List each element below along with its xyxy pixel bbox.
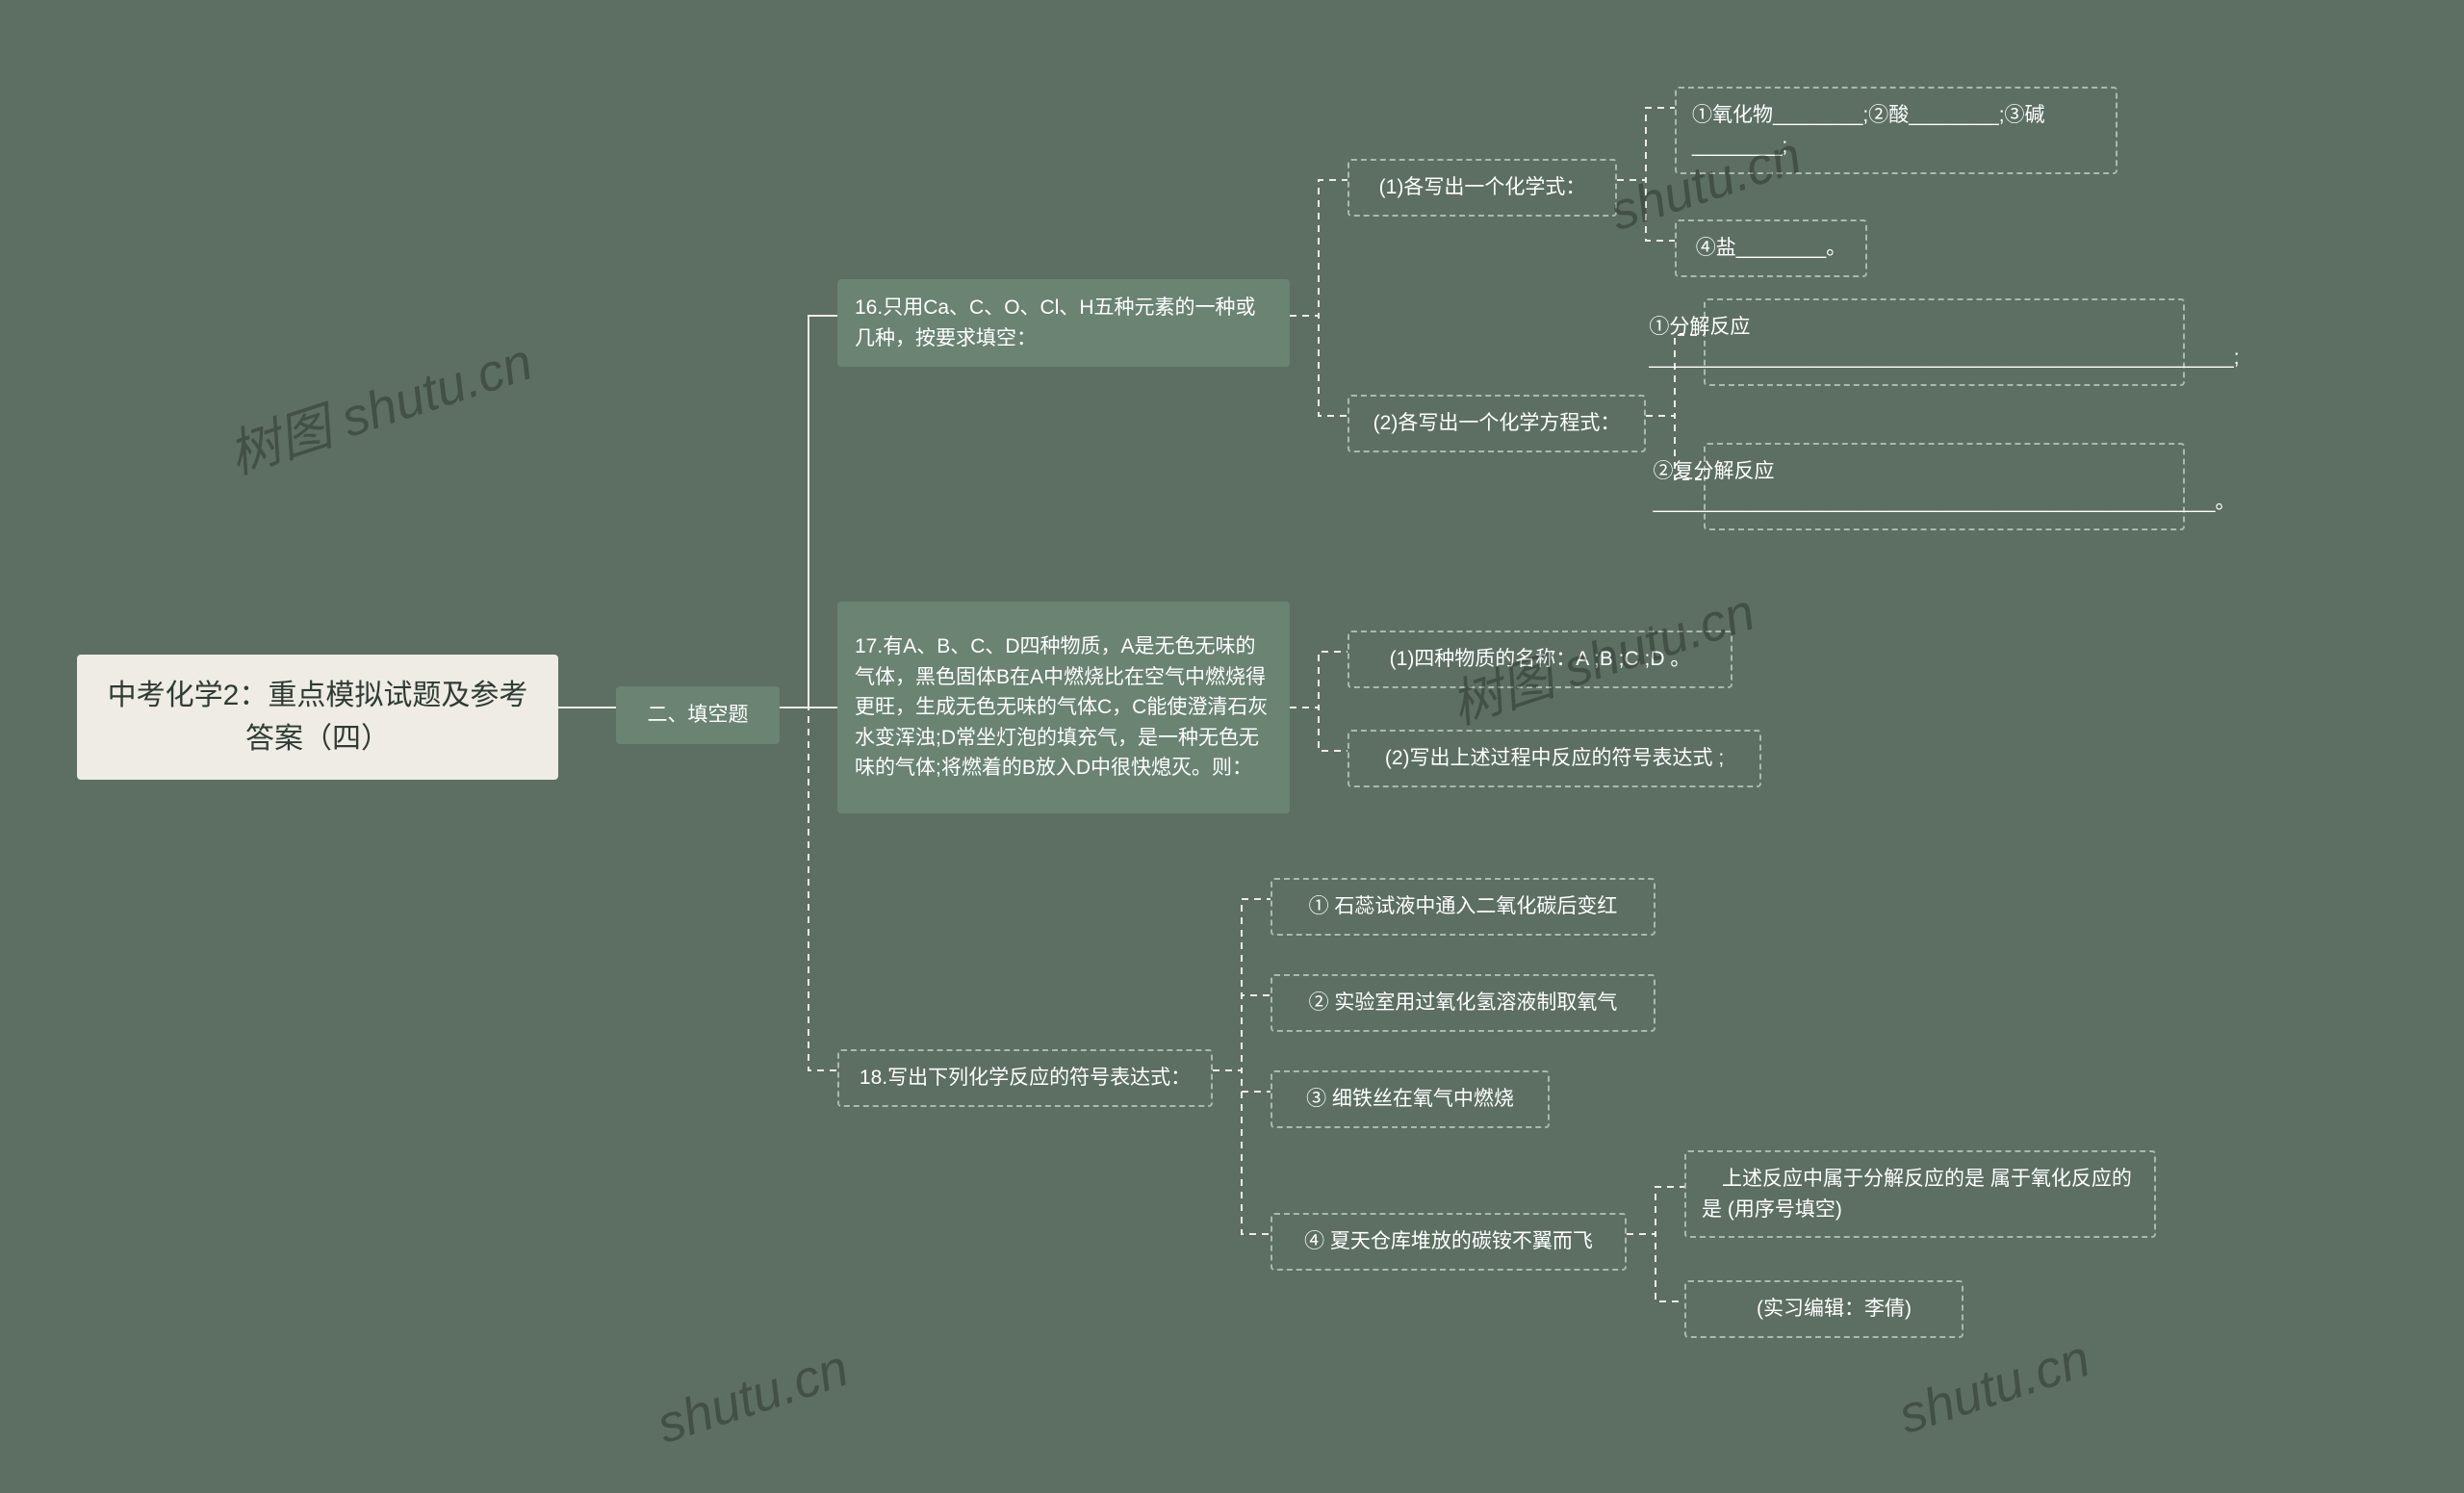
node-label: (1)四种物质的名称：A ;B ;C ;D 。 [1390, 644, 1691, 675]
mindmap-node-sec[interactable]: 二、填空题 [616, 686, 780, 744]
mindmap-node-q18_4a[interactable]: 上述反应中属于分解反应的是 属于氧化反应的是 (用序号填空) [1684, 1150, 2156, 1238]
mindmap-node-q16_1[interactable]: (1)各写出一个化学式： [1348, 159, 1617, 217]
mindmap-node-q18_1[interactable]: ① 石蕊试液中通入二氧化碳后变红 [1270, 878, 1656, 936]
connector [1213, 1070, 1270, 1234]
mindmap-node-q18_4[interactable]: ④ 夏天仓库堆放的碳铵不翼而飞 [1270, 1213, 1627, 1271]
mindmap-node-q16_1a[interactable]: ①氧化物________;②酸________;③碱________; [1675, 87, 2118, 174]
node-label: 上述反应中属于分解反应的是 属于氧化反应的是 (用序号填空) [1702, 1164, 2139, 1224]
connector [1617, 180, 1675, 241]
watermark: shutu.cn [1891, 1328, 2096, 1446]
connector [1290, 316, 1348, 416]
mindmap-node-q17_2[interactable]: (2)写出上述过程中反应的符号表达式 ; [1348, 730, 1761, 787]
mindmap-node-q16[interactable]: 16.只用Ca、C、O、Cl、H五种元素的一种或几种，按要求填空： [837, 279, 1290, 367]
mindmap-node-q16_2[interactable]: (2)各写出一个化学方程式： [1348, 395, 1646, 452]
node-label: ③ 细铁丝在氧气中燃烧 [1306, 1084, 1514, 1115]
connector [1213, 1070, 1270, 1092]
node-label: ① 石蕊试液中通入二氧化碳后变红 [1309, 891, 1618, 922]
mindmap-node-q16_2a[interactable]: ①分解反应___________________________________… [1704, 298, 2185, 386]
connector [1290, 708, 1348, 751]
connector [1290, 180, 1348, 316]
node-label: (实习编辑：李倩) [1736, 1294, 1912, 1325]
node-label: (2)各写出一个化学方程式： [1373, 408, 1621, 439]
node-label: 中考化学2：重点模拟试题及参考答案（四） [104, 674, 531, 760]
node-label: ①分解反应___________________________________… [1649, 312, 2239, 373]
mindmap-node-q17_1[interactable]: (1)四种物质的名称：A ;B ;C ;D 。 [1348, 631, 1732, 688]
connector [780, 316, 837, 708]
connector [1290, 652, 1348, 708]
node-label: 二、填空题 [648, 700, 749, 731]
node-label: ②复分解反应__________________________________… [1654, 456, 2236, 517]
mindmap-node-q16_1b[interactable]: ④盐________。 [1675, 219, 1867, 277]
mindmap-node-root[interactable]: 中考化学2：重点模拟试题及参考答案（四） [77, 655, 558, 780]
mindmap-node-q18_2[interactable]: ② 实验室用过氧化氢溶液制取氧气 [1270, 974, 1656, 1032]
connector [1213, 899, 1270, 1070]
mindmap-node-q16_2b[interactable]: ②复分解反应__________________________________… [1704, 443, 2185, 530]
mindmap-node-q18[interactable]: 18.写出下列化学反应的符号表达式： [837, 1049, 1213, 1107]
node-label: 17.有A、B、C、D四种物质，A是无色无味的气体，黑色固体B在A中燃烧比在空气… [855, 631, 1272, 784]
mindmap-node-q18_3[interactable]: ③ 细铁丝在氧气中燃烧 [1270, 1070, 1550, 1128]
node-label: ④ 夏天仓库堆放的碳铵不翼而飞 [1304, 1226, 1593, 1257]
node-label: 16.只用Ca、C、O、Cl、H五种元素的一种或几种，按要求填空： [855, 293, 1272, 353]
watermark: 树图 shutu.cn [218, 319, 541, 488]
mindmap-node-q17[interactable]: 17.有A、B、C、D四种物质，A是无色无味的气体，黑色固体B在A中燃烧比在空气… [837, 602, 1290, 813]
mindmap-node-q18_4b[interactable]: (实习编辑：李倩) [1684, 1280, 1964, 1338]
connector [780, 708, 837, 1070]
node-label: (1)各写出一个化学式： [1379, 172, 1586, 203]
connector [1627, 1187, 1684, 1234]
node-label: ④盐________。 [1696, 233, 1846, 264]
connector [1213, 995, 1270, 1070]
connector [1617, 108, 1675, 180]
node-label: ② 实验室用过氧化氢溶液制取氧气 [1309, 988, 1618, 1018]
watermark: shutu.cn [650, 1338, 855, 1455]
node-label: ①氧化物________;②酸________;③碱________; [1692, 100, 2100, 161]
node-label: 18.写出下列化学反应的符号表达式： [860, 1063, 1191, 1094]
connector [1627, 1234, 1684, 1301]
node-label: (2)写出上述过程中反应的符号表达式 ; [1385, 743, 1724, 774]
